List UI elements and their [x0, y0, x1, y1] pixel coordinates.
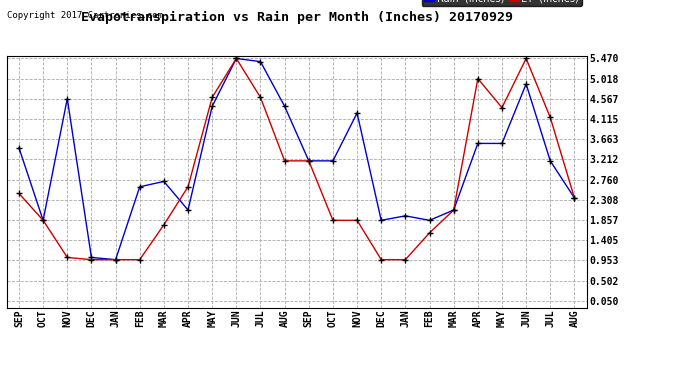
- Text: Copyright 2017 Cartronics.com: Copyright 2017 Cartronics.com: [7, 11, 163, 20]
- Text: Evapotranspiration vs Rain per Month (Inches) 20170929: Evapotranspiration vs Rain per Month (In…: [81, 11, 513, 24]
- Legend: Rain  (Inches), ET  (Inches): Rain (Inches), ET (Inches): [422, 0, 582, 6]
